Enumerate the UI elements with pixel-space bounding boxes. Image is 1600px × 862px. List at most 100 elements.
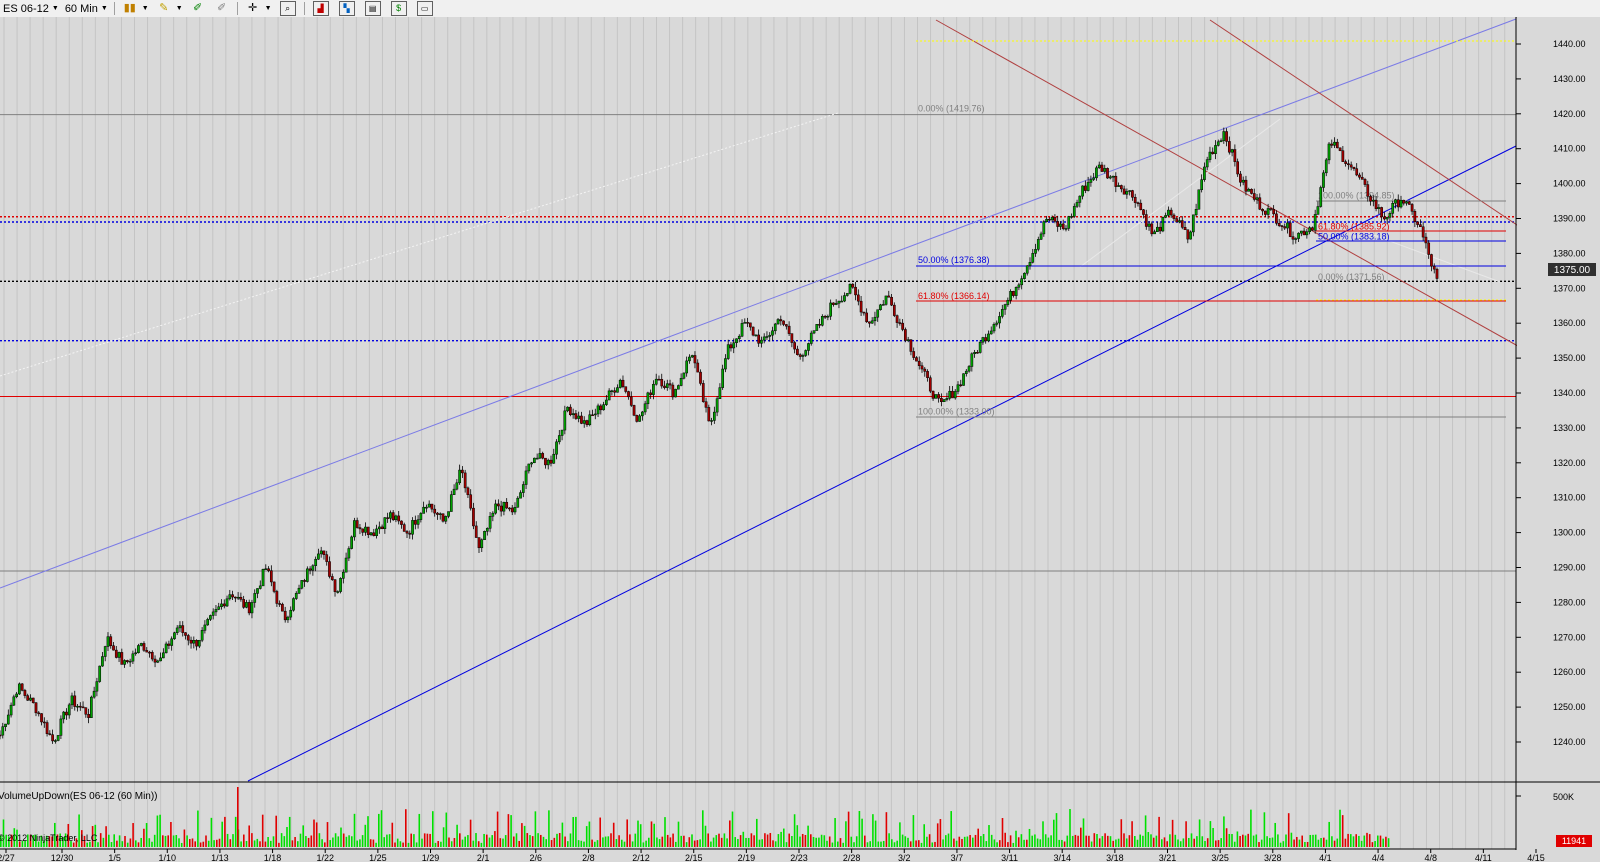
volume-bar: [1341, 815, 1344, 847]
candle: [153, 655, 157, 668]
candle: [1191, 214, 1195, 237]
volume-bar: [880, 841, 882, 847]
candle: [59, 715, 63, 740]
instrument-label: ES 06-12: [3, 2, 49, 15]
candle: [665, 379, 669, 391]
interval-selector[interactable]: 60 Min ▼: [62, 1, 111, 16]
candle: [198, 639, 201, 649]
strategies-button[interactable]: ▚: [334, 1, 360, 16]
performance-button[interactable]: $: [386, 1, 412, 16]
volume-bar: [553, 837, 556, 847]
candle: [1349, 161, 1353, 171]
candle: [267, 566, 270, 573]
candle: [521, 481, 525, 498]
volume-bar: [1055, 813, 1058, 847]
volume-bar: [216, 839, 218, 847]
volume-bar: [810, 834, 812, 847]
candle: [978, 340, 982, 354]
candle: [40, 713, 43, 726]
volume-bar: [990, 834, 993, 847]
candle: [989, 326, 993, 335]
chevron-down-icon: ▼: [51, 5, 59, 12]
properties-button[interactable]: ▤: [360, 1, 386, 16]
crosshair-button[interactable]: ✛ ▼: [241, 1, 275, 16]
volume-bar: [1233, 841, 1236, 847]
volume-bar: [359, 839, 361, 847]
upper-channel-line[interactable]: [0, 18, 1517, 589]
candle: [339, 577, 342, 594]
candle: [81, 701, 85, 709]
instrument-selector[interactable]: ES 06-12 ▼: [0, 1, 62, 16]
bar-type-button[interactable]: ▮▮ ▼: [118, 1, 152, 16]
candle: [319, 546, 323, 558]
candle: [441, 513, 445, 523]
volume-scale-label: 500K: [1553, 792, 1574, 802]
candle: [607, 388, 611, 401]
volume-bar: [726, 838, 728, 847]
candle: [748, 322, 752, 331]
price-tick-label: 1250.00: [1553, 702, 1586, 712]
zoom-button[interactable]: ⌕: [275, 1, 301, 16]
candle: [671, 382, 675, 400]
volume-bar: [556, 833, 558, 847]
indicators-button[interactable]: ▟: [308, 1, 334, 16]
volume-bar: [756, 818, 758, 847]
candle: [1072, 203, 1076, 218]
candle: [873, 311, 877, 326]
stay-in-draw-mode-button[interactable]: ✐: [186, 1, 210, 16]
candle: [380, 524, 384, 530]
window-menu-button[interactable]: ▭: [412, 1, 438, 16]
candle: [917, 356, 921, 370]
candle: [411, 517, 414, 540]
candle: [413, 515, 417, 530]
candle: [156, 659, 160, 664]
volume-bar: [1082, 818, 1085, 847]
candle: [336, 590, 340, 594]
volume-bar: [202, 841, 205, 847]
volume-bar: [591, 839, 593, 847]
volume-bar: [785, 842, 788, 847]
volume-bar: [702, 810, 704, 847]
down-trend-line-upper[interactable]: [935, 19, 1551, 365]
volume-bar: [1312, 834, 1314, 847]
volume-bar: [1196, 836, 1198, 847]
volume-bar: [156, 815, 159, 847]
candle: [206, 617, 210, 626]
volume-bar: [172, 835, 175, 847]
candle: [117, 651, 121, 663]
candle: [1299, 230, 1303, 237]
candle: [934, 394, 938, 399]
volume-bar: [685, 842, 688, 847]
candle: [1133, 193, 1137, 208]
candle: [566, 406, 569, 413]
candle: [222, 599, 226, 609]
volume-bar: [672, 833, 674, 847]
lower-channel-line[interactable]: [247, 145, 1517, 782]
volume-bar: [656, 837, 658, 847]
candle: [455, 479, 459, 491]
volume-bar: [1193, 838, 1195, 847]
remove-drawings-button[interactable]: ✐: [210, 1, 234, 16]
candle: [726, 339, 730, 360]
volume-bar: [402, 842, 404, 847]
candle: [1136, 201, 1140, 207]
drawing-tools-button[interactable]: ✎ ▼: [152, 1, 186, 16]
volume-bar: [75, 838, 78, 847]
volume-bar: [680, 835, 682, 847]
candle: [1233, 144, 1237, 167]
last-volume-box: [1556, 835, 1592, 847]
volume-bar: [1042, 821, 1044, 847]
volume-bar: [772, 840, 774, 847]
down-trend-line-lower[interactable]: [1209, 19, 1551, 248]
volume-bar: [769, 832, 772, 847]
candle: [4, 723, 7, 732]
fib-level-label: 100.00% (1333.00): [918, 406, 995, 416]
volume-bar: [62, 836, 64, 847]
volume-bar: [159, 814, 161, 847]
candle: [998, 311, 1001, 329]
candle: [779, 315, 783, 326]
candle: [1100, 161, 1104, 172]
price-chart[interactable]: 0.00% (1419.76) 50.00% (1376.38) 61.80% (1…: [0, 17, 1600, 862]
candle: [1305, 228, 1309, 239]
volume-bar: [645, 840, 647, 847]
